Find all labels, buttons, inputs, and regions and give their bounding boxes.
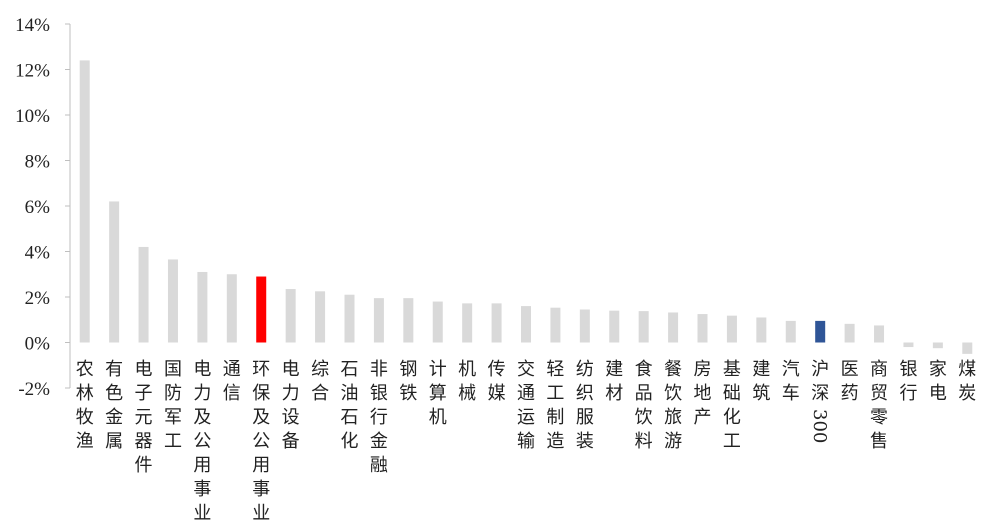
bar-餐饮旅游 bbox=[668, 312, 679, 343]
bar-电力设备 bbox=[285, 289, 296, 343]
bar-医药 bbox=[844, 323, 855, 343]
x-tick-label: 机械 bbox=[458, 359, 476, 404]
x-tick-label: 交通运输 bbox=[517, 359, 535, 452]
bar-非银行金融 bbox=[373, 298, 384, 343]
x-tick-label: 房地产 bbox=[694, 359, 712, 428]
bar-环保及公用事业 bbox=[256, 276, 267, 343]
y-tick-label: 4% bbox=[25, 243, 51, 264]
x-tick-label: 沪深 bbox=[811, 359, 829, 404]
bar-房地产 bbox=[697, 314, 708, 343]
bar-家电 bbox=[932, 342, 943, 349]
bar-轻工制造 bbox=[550, 307, 561, 343]
x-tick-label: 传媒 bbox=[488, 359, 506, 404]
x-tick-label: 电力及公用事业 bbox=[193, 359, 211, 520]
y-tick-label: -2% bbox=[18, 379, 50, 400]
bar-钢铁 bbox=[403, 298, 414, 343]
x-tick-label: 环保及公用事业 bbox=[252, 359, 270, 520]
x-tick-label: 汽车 bbox=[782, 359, 800, 404]
x-tick-label: 家电 bbox=[929, 359, 947, 404]
x-tick-label: 食品饮料 bbox=[635, 359, 653, 452]
bar-电子元器件 bbox=[138, 246, 149, 343]
bar-商贸零售 bbox=[874, 325, 885, 343]
bar-石油石化 bbox=[344, 294, 355, 343]
x-tick-label: 银行 bbox=[899, 359, 917, 404]
x-tick-label: 钢铁 bbox=[399, 359, 417, 404]
y-tick-label: 8% bbox=[25, 152, 51, 173]
bar-机械 bbox=[462, 303, 473, 343]
bar-煤炭 bbox=[962, 342, 973, 354]
bar-交通运输 bbox=[521, 306, 531, 343]
bar-有色金属 bbox=[109, 201, 120, 343]
x-tick-label: 建筑 bbox=[752, 359, 770, 404]
x-tick-label: 纺织服装 bbox=[576, 359, 594, 452]
bar-银行 bbox=[903, 342, 914, 348]
bar-纺织服装 bbox=[579, 309, 590, 343]
x-tick-label: 商贸零售 bbox=[870, 359, 888, 452]
x-tick-label: 建材 bbox=[605, 359, 623, 404]
y-tick-label: 0% bbox=[25, 334, 51, 355]
x-tick-label: 国防军工 bbox=[164, 359, 182, 452]
bar-电力及公用事业 bbox=[197, 271, 208, 343]
x-tick-label: 计算机 bbox=[429, 359, 447, 428]
x-tick-label: 通信 bbox=[223, 359, 241, 404]
bar-基础化工 bbox=[726, 315, 737, 343]
x-tick-label: 医药 bbox=[841, 359, 859, 404]
bar-传媒 bbox=[491, 303, 502, 343]
x-tick-label: 电子元器件 bbox=[135, 359, 153, 476]
x-tick-label: 非银行金融 bbox=[370, 359, 388, 476]
y-tick-label: 14% bbox=[15, 15, 50, 36]
bar-食品饮料 bbox=[638, 311, 649, 343]
x-tick-label: 基础化工 bbox=[723, 359, 741, 452]
y-tick-label: 10% bbox=[15, 106, 50, 127]
x-tick-label: 有色金属 bbox=[105, 359, 123, 452]
y-tick-label: 12% bbox=[15, 61, 50, 82]
bar-综合 bbox=[315, 291, 326, 343]
x-tick-label-digits: 300 bbox=[809, 409, 830, 443]
x-tick-label: 餐饮旅游 bbox=[664, 359, 682, 452]
x-tick-label: 电力设备 bbox=[282, 359, 300, 452]
y-tick-label: 2% bbox=[25, 288, 51, 309]
x-tick-label: 煤炭 bbox=[958, 359, 976, 404]
x-tick-label: 轻工制造 bbox=[546, 359, 564, 452]
bar-沪深300 bbox=[815, 320, 826, 343]
bar-农林牧渔 bbox=[79, 60, 90, 343]
bar-通信 bbox=[226, 274, 237, 343]
bar-汽车 bbox=[785, 320, 796, 343]
y-tick-label: 6% bbox=[25, 197, 51, 218]
bar-建材 bbox=[609, 310, 620, 343]
x-tick-label: 石油石化 bbox=[340, 359, 358, 452]
x-tick-label: 综合 bbox=[311, 359, 329, 404]
bar-建筑 bbox=[756, 317, 767, 343]
bar-计算机 bbox=[432, 301, 443, 343]
bar-国防军工 bbox=[167, 259, 178, 343]
x-tick-label: 农林牧渔 bbox=[76, 359, 94, 452]
